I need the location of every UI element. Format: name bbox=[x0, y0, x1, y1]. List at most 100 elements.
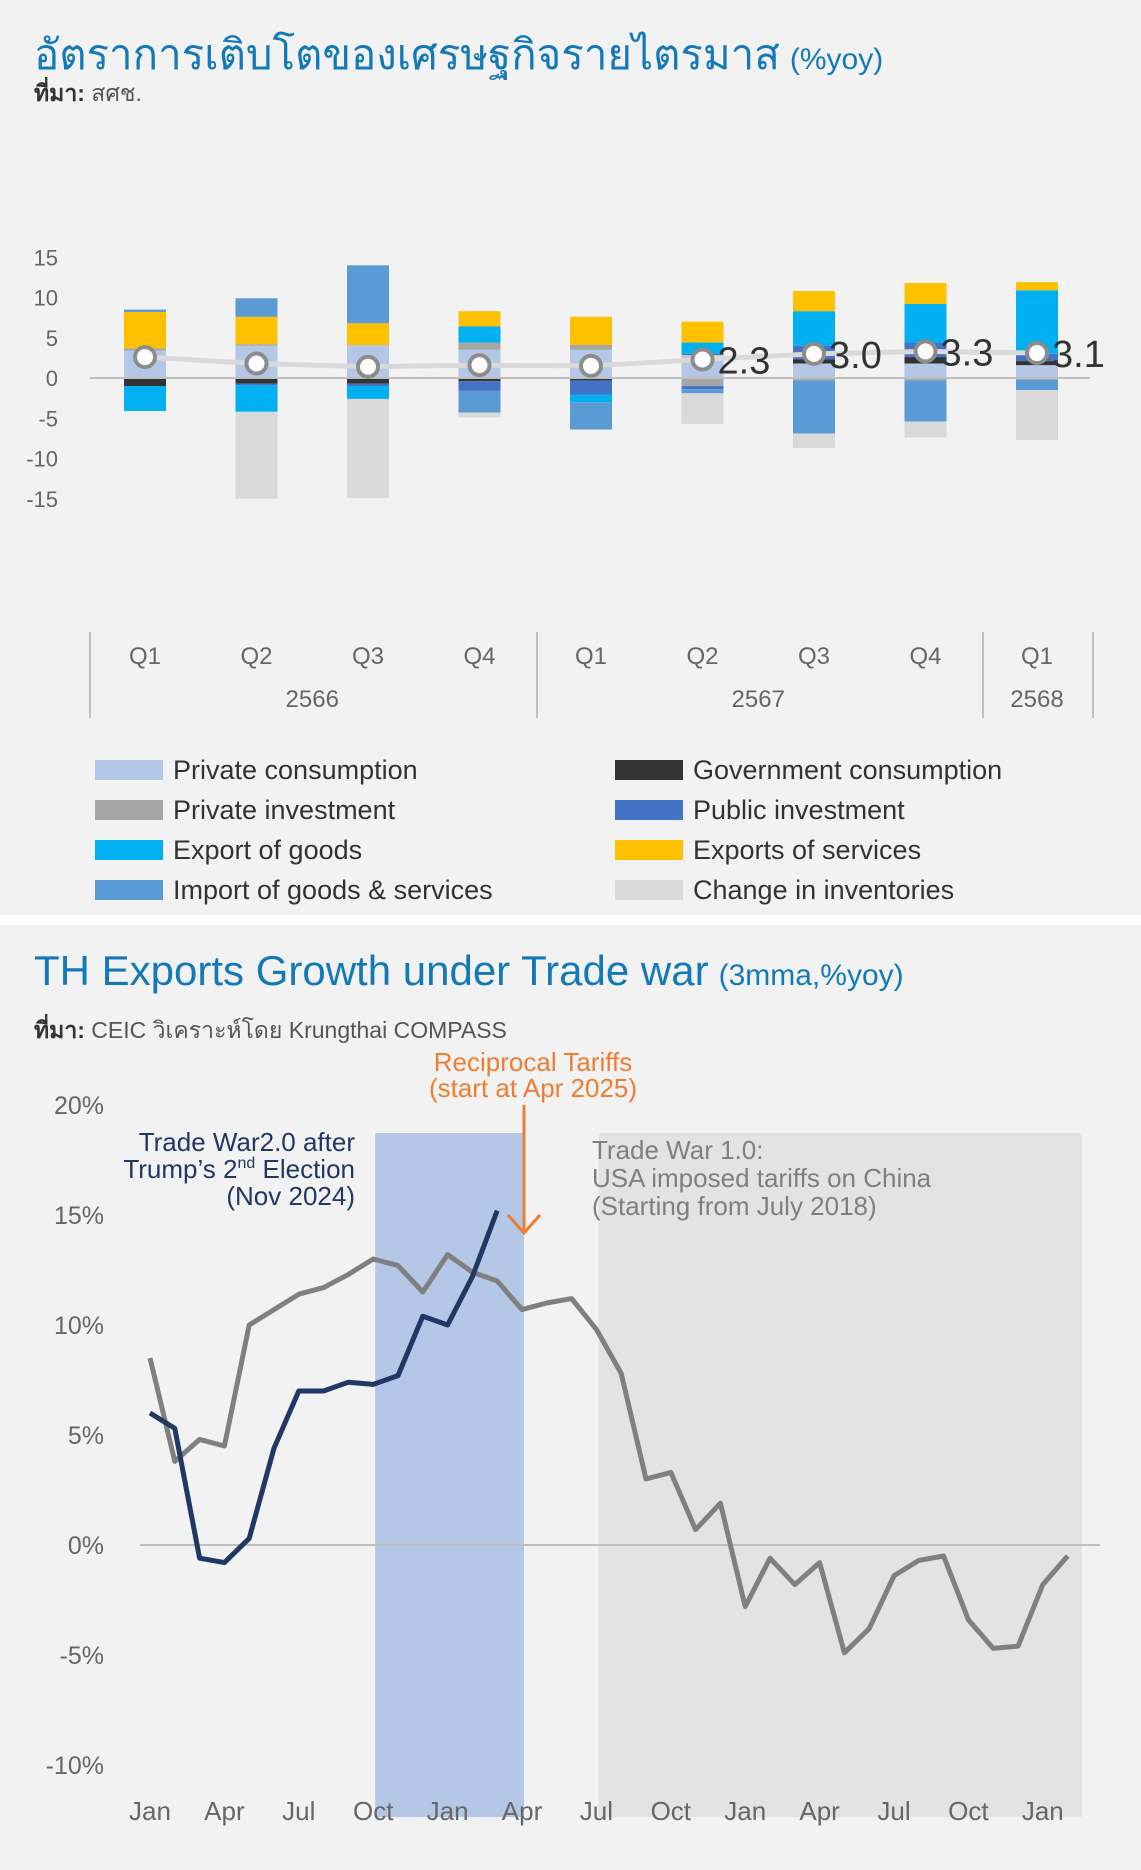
chart2-title: TH Exports Growth under Trade war (3mma,%… bbox=[34, 947, 904, 995]
x-tick-label: Q4 bbox=[463, 643, 495, 670]
bar-segment bbox=[235, 383, 278, 386]
x-tick-label: Oct bbox=[651, 1796, 692, 1826]
legend-swatch bbox=[95, 840, 163, 860]
x-tick-label: Jul bbox=[877, 1796, 910, 1826]
chart1-title: อัตราการเติบโตของเศรษฐกิจรายไตรมาส (%yoy) bbox=[34, 22, 883, 88]
gdp-point bbox=[133, 345, 157, 370]
bar-segment bbox=[458, 342, 501, 350]
legend-change-in-inventories: Change in inventories bbox=[615, 875, 954, 905]
gdp-data-label: 3.1 bbox=[1052, 334, 1105, 376]
gdp-data-label: 3.3 bbox=[941, 332, 994, 374]
y-tick-label: 15% bbox=[54, 1202, 104, 1230]
chart2-title-unit: (3mma,%yoy) bbox=[718, 959, 904, 992]
annotation-tariff-line1: Reciprocal Tariffs bbox=[434, 1047, 632, 1077]
bar-segment bbox=[347, 398, 389, 498]
year-label: 2567 bbox=[732, 686, 785, 713]
bar-segment bbox=[458, 326, 501, 343]
bar-segment bbox=[793, 291, 835, 312]
legend-swatch bbox=[95, 880, 163, 900]
x-tick-label: Jan bbox=[427, 1796, 469, 1826]
legend-swatch bbox=[615, 840, 683, 860]
bar-segment bbox=[681, 386, 724, 390]
x-tick-label: Q4 bbox=[909, 643, 941, 670]
bar-segment bbox=[793, 363, 835, 378]
exports-line-chart: 20% 15% 10% 5% 0% -5% -10% Jan Apr Jul Oct Jan Apr Ju… bbox=[46, 1047, 1100, 1826]
bar-segment bbox=[904, 378, 947, 381]
x-tick-label: Jan bbox=[1022, 1796, 1064, 1826]
chart2-source: ที่มา: CEIC วิเคราะห์โดย Krungthai COMPA… bbox=[34, 1013, 507, 1049]
bar-segment bbox=[235, 385, 278, 412]
x-tick-label: Q2 bbox=[240, 643, 272, 670]
bar-segment bbox=[124, 311, 166, 349]
bar-segment bbox=[681, 321, 724, 343]
series-line bbox=[147, 1252, 1070, 1656]
legend-swatch bbox=[615, 800, 683, 820]
bar-segment bbox=[458, 378, 501, 382]
gdp-point bbox=[244, 351, 269, 376]
chart2-title-text: TH Exports Growth under Trade war bbox=[34, 947, 709, 994]
chart1-source: ที่มา: สศช. bbox=[34, 76, 142, 112]
y-tick-label: 10 bbox=[34, 286, 58, 311]
bar-segment bbox=[681, 393, 724, 424]
bar-segment bbox=[793, 433, 835, 449]
annotation-tw1-line2: USA imposed tariffs on China bbox=[592, 1163, 932, 1193]
gdp-point bbox=[579, 353, 603, 378]
x-tick-label: Jul bbox=[580, 1796, 613, 1826]
legend-public-investment: Public investment bbox=[615, 795, 905, 825]
annotation-tw2-line3: (Nov 2024) bbox=[226, 1181, 355, 1211]
gdp-stacked-bar-chart: 15 10 5 0 -5 -10 -15 2.3 3.0 3.3 3.1 Q1 Q2 Q3 Q4 Q1 Q2 Q3… bbox=[26, 245, 1105, 718]
annotation-tariff-line2: (start at Apr 2025) bbox=[429, 1073, 637, 1103]
x-tick-label: Apr bbox=[502, 1796, 543, 1826]
y-tick-label: 15 bbox=[34, 245, 58, 270]
x-tick-label: Jan bbox=[724, 1796, 766, 1826]
chart1-title-text: อัตราการเติบโตของเศรษฐกิจรายไตรมาส bbox=[34, 31, 780, 78]
annotation-tw2-line1: Trade War2.0 after bbox=[139, 1127, 356, 1157]
gdp-point bbox=[690, 347, 715, 372]
bar-segment bbox=[904, 380, 947, 422]
x-tick-label: Q1 bbox=[129, 643, 161, 670]
shaded-region bbox=[598, 1133, 1082, 1817]
legend-export-of-goods: Export of goods bbox=[95, 835, 362, 865]
chart2-source-text: CEIC วิเคราะห์โดย Krungthai COMPASS bbox=[91, 1017, 507, 1043]
x-tick-label: Oct bbox=[948, 1796, 989, 1826]
bar-segment bbox=[124, 378, 166, 387]
annotation-tw1-line3: (Starting from July 2018) bbox=[592, 1191, 877, 1221]
bar-segment bbox=[904, 283, 947, 304]
bar-segment bbox=[347, 378, 389, 384]
bar-segment bbox=[570, 316, 612, 345]
bar-segment bbox=[570, 402, 612, 430]
bar-segment bbox=[1016, 282, 1058, 291]
bar-segment bbox=[570, 394, 612, 403]
x-tick-label: Q3 bbox=[798, 643, 830, 670]
series-line bbox=[148, 1209, 500, 1566]
legend-private-investment: Private investment bbox=[95, 795, 395, 825]
y-tick-label: -15 bbox=[26, 487, 58, 512]
chart2-source-label: ที่มา: bbox=[34, 1017, 85, 1043]
gdp-point bbox=[1025, 341, 1049, 366]
bar-segment bbox=[458, 311, 501, 327]
y-tick-label: 0% bbox=[68, 1532, 104, 1560]
bar-segment bbox=[570, 378, 612, 381]
legend-swatch bbox=[615, 880, 683, 900]
y-tick-label: -5% bbox=[60, 1642, 104, 1670]
x-tick-label: Q2 bbox=[686, 643, 718, 670]
y-tick-label: -10% bbox=[46, 1752, 104, 1780]
y-tick-label: -5 bbox=[38, 406, 58, 431]
bar-segment bbox=[904, 363, 947, 378]
y-tick-label: 5% bbox=[68, 1422, 104, 1450]
chart1-title-unit: (%yoy) bbox=[789, 43, 884, 76]
bar-segment bbox=[347, 383, 389, 387]
bar-segment bbox=[235, 316, 278, 345]
annotation-tw2-line2: Trump’s 2nd Election bbox=[123, 1154, 355, 1184]
bar-segment bbox=[458, 381, 501, 391]
x-tick-label: Q1 bbox=[1021, 643, 1053, 670]
chart1-source-label: ที่มา: bbox=[34, 80, 85, 106]
bar-segment bbox=[235, 298, 278, 317]
bar-segment bbox=[681, 389, 724, 394]
bar-segment bbox=[570, 344, 612, 350]
gdp-point bbox=[913, 339, 938, 364]
bar-segment bbox=[1016, 390, 1058, 440]
legend-import-of-goods-services: Import of goods & services bbox=[95, 875, 493, 905]
bar-segment bbox=[570, 380, 612, 395]
gdp-point bbox=[802, 341, 826, 366]
